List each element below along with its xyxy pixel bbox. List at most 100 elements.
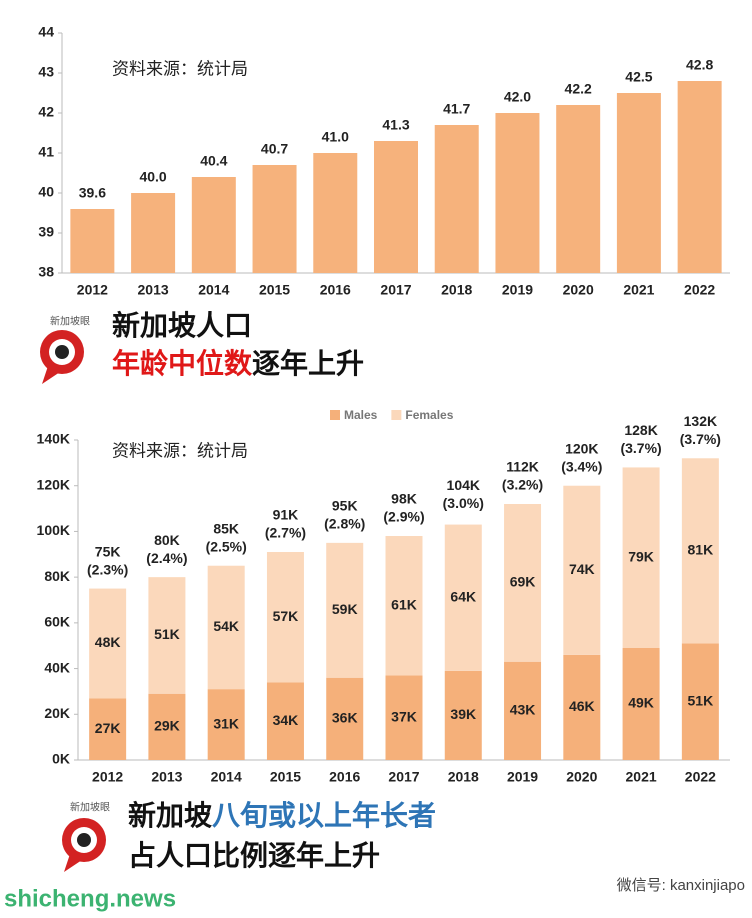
- x-tick-label: 2019: [507, 769, 538, 785]
- value-label: 51K: [154, 626, 180, 642]
- value-label: 64K: [450, 588, 476, 604]
- total-label: 104K: [447, 477, 480, 493]
- caption-part: 年龄中位数: [112, 347, 253, 379]
- share-label: (2.8%): [324, 516, 365, 532]
- value-label: 46K: [569, 698, 595, 714]
- x-tick-label: 2019: [502, 282, 533, 298]
- y-tick-label: 41: [38, 144, 54, 160]
- value-label: 40.7: [261, 141, 288, 157]
- bar-segment: [266, 552, 304, 683]
- caption: 新加坡八旬或以上年长者: [128, 799, 436, 831]
- x-tick-label: 2014: [198, 282, 229, 298]
- bar-segment: [444, 524, 482, 671]
- bar-segment: [385, 536, 423, 676]
- x-tick-label: 2021: [626, 769, 657, 785]
- total-label: 120K: [565, 440, 598, 456]
- caption: 占人口比例逐年上升: [128, 839, 380, 871]
- bar-segment: [563, 485, 601, 655]
- value-label: 37K: [391, 708, 417, 724]
- value-label: 42.8: [686, 57, 713, 73]
- value-label: 41.0: [322, 129, 349, 145]
- caption-part: 逐年上升: [252, 347, 364, 379]
- bar: [70, 209, 115, 273]
- x-tick-label: 2013: [138, 282, 169, 298]
- logo-text: 新加坡眼: [70, 801, 110, 814]
- value-label: 34K: [273, 712, 299, 728]
- x-tick-label: 2020: [566, 769, 597, 785]
- caption: 年龄中位数逐年上升: [112, 347, 364, 379]
- x-tick-label: 2020: [563, 282, 594, 298]
- bar-segment: [622, 648, 660, 760]
- x-tick-label: 2021: [623, 282, 654, 298]
- bar-segment: [444, 670, 482, 760]
- annotation: 资料来源：统计局: [112, 59, 248, 78]
- value-label: 41.7: [443, 101, 470, 117]
- legend-swatch: [391, 410, 402, 420]
- bar-segment: [207, 689, 245, 760]
- value-label: 42.5: [625, 69, 652, 85]
- x-tick-label: 2017: [380, 282, 411, 298]
- y-tick-label: 80K: [44, 568, 70, 584]
- caption-part: 新加坡: [128, 800, 212, 831]
- value-label: 81K: [688, 542, 714, 558]
- value-label: 36K: [332, 710, 358, 726]
- bar-segment: [504, 504, 542, 662]
- share-label: (3.7%): [620, 440, 661, 456]
- caption-part: 占人口比例逐年上升: [128, 839, 380, 871]
- value-label: 48K: [95, 634, 121, 650]
- bar-segment: [563, 654, 601, 760]
- bar: [131, 193, 176, 273]
- value-label: 79K: [628, 548, 654, 564]
- bar-segment: [89, 588, 127, 699]
- share-label: (3.4%): [561, 458, 602, 474]
- x-tick-label: 2022: [685, 769, 716, 785]
- bar-segment: [266, 682, 304, 760]
- value-label: 69K: [510, 574, 536, 590]
- bar: [677, 81, 722, 273]
- value-label: 51K: [688, 692, 714, 708]
- bar: [374, 141, 418, 273]
- bar-segment: [622, 467, 660, 648]
- share-label: (2.3%): [87, 561, 128, 577]
- y-tick-label: 60K: [44, 614, 70, 630]
- legend-swatch: [330, 410, 340, 420]
- logo-2: [62, 818, 106, 872]
- y-tick-label: 38: [38, 264, 54, 280]
- x-tick-label: 2013: [151, 769, 182, 785]
- bar-segment: [148, 693, 186, 760]
- bar: [252, 165, 297, 273]
- legend-label: Females: [405, 408, 453, 422]
- caption: 新加坡人口: [112, 310, 252, 341]
- logo-text: 新加坡眼: [50, 315, 90, 328]
- value-label: 74K: [569, 561, 595, 577]
- total-label: 80K: [154, 532, 180, 548]
- x-tick-label: 2016: [320, 282, 351, 298]
- value-label: 57K: [273, 608, 299, 624]
- value-label: 39K: [450, 706, 476, 722]
- y-tick-label: 0K: [52, 751, 70, 767]
- share-label: (2.7%): [265, 525, 306, 541]
- y-tick-label: 39: [38, 224, 54, 240]
- value-label: 27K: [95, 720, 121, 736]
- value-label: 40.0: [139, 169, 166, 185]
- x-tick-label: 2018: [448, 769, 479, 785]
- total-label: 95K: [332, 498, 358, 514]
- value-label: 61K: [391, 596, 417, 612]
- caption-part: 八旬或以上年长者: [212, 799, 436, 831]
- total-label: 98K: [391, 491, 417, 507]
- bar: [191, 177, 236, 273]
- bar-segment: [207, 565, 245, 690]
- bar: [313, 153, 358, 273]
- value-label: 49K: [628, 695, 654, 711]
- bar-segment: [385, 675, 423, 760]
- y-tick-label: 40K: [44, 659, 70, 675]
- bar: [495, 113, 540, 273]
- value-label: 39.6: [79, 185, 106, 201]
- total-label: 85K: [213, 520, 239, 536]
- y-tick-label: 44: [38, 24, 54, 40]
- x-tick-label: 2022: [684, 282, 715, 298]
- y-tick-label: 42: [38, 104, 54, 120]
- bar-segment: [326, 677, 364, 760]
- x-tick-label: 2017: [388, 769, 419, 785]
- x-tick-label: 2015: [259, 282, 290, 298]
